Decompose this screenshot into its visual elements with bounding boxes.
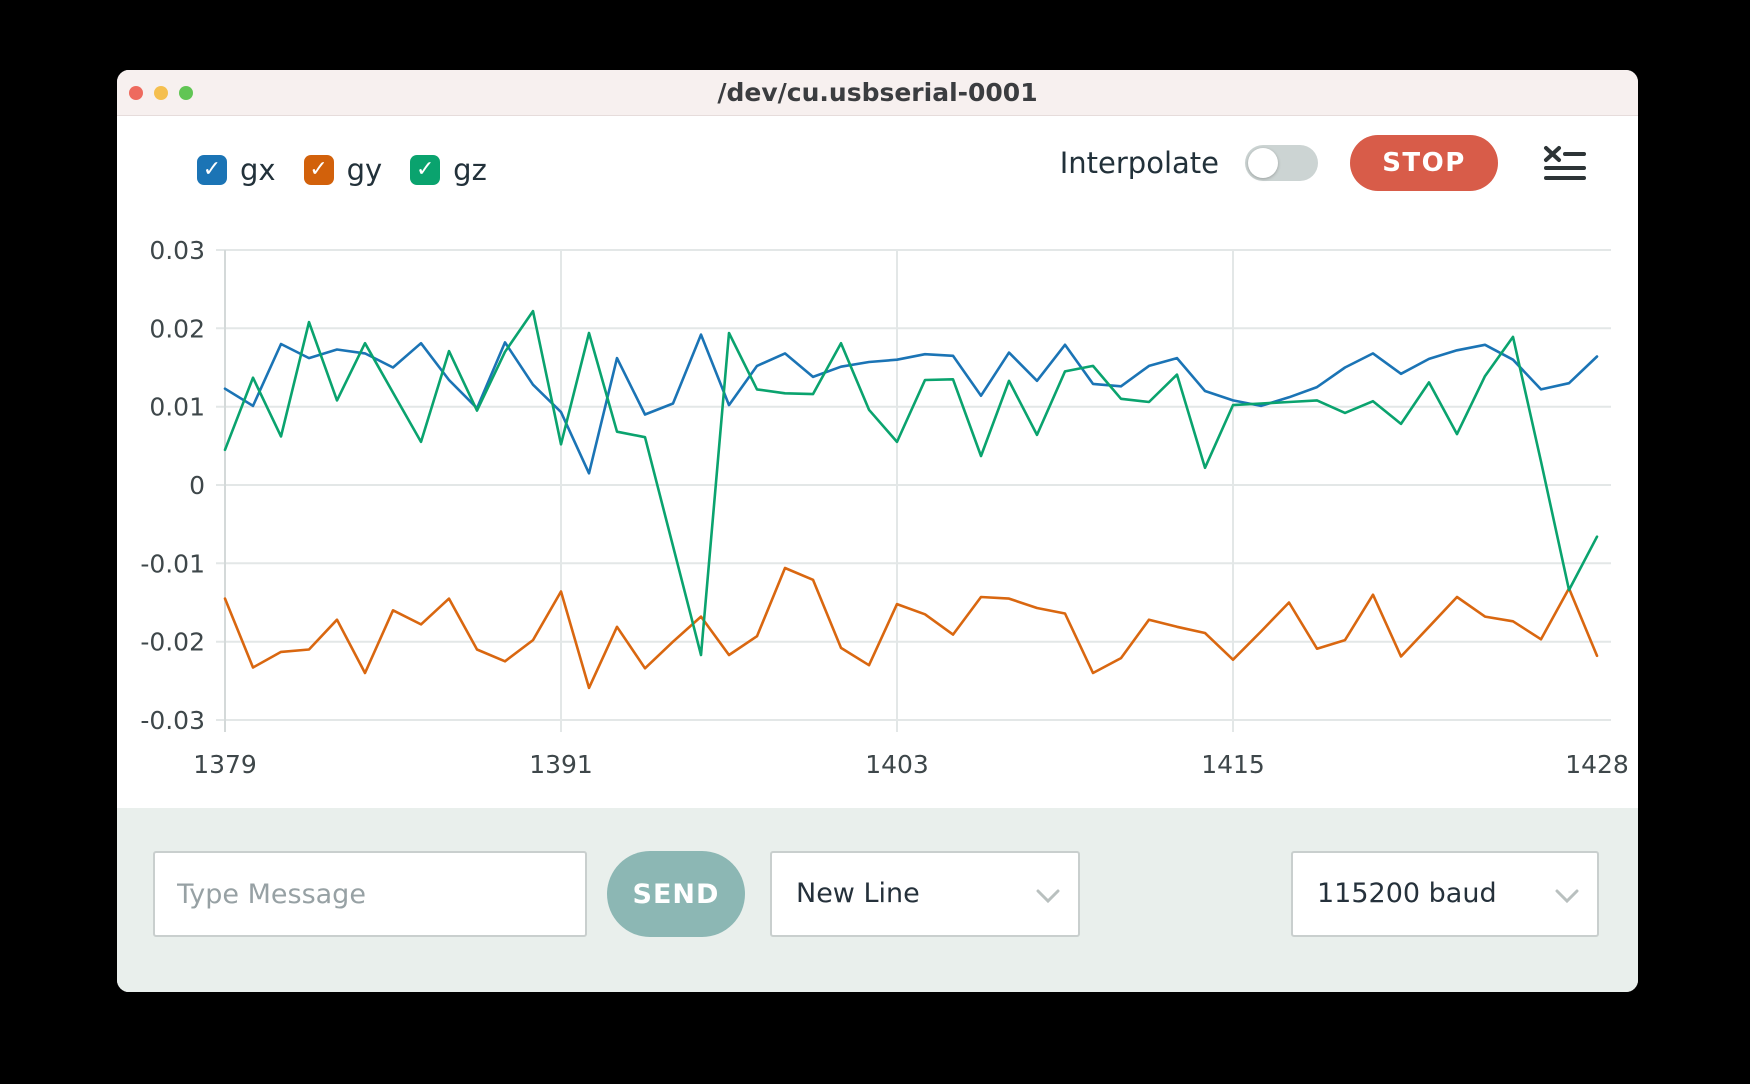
line-ending-select[interactable]: New Line [770,851,1080,937]
x-tick-label: 1428 [1565,750,1629,779]
y-tick-label: 0.03 [149,236,205,265]
clear-list-icon[interactable] [1542,144,1586,182]
y-tick-label: -0.03 [140,706,205,735]
series-gx [223,333,1599,475]
check-icon: ✓ [309,157,328,182]
y-tick-label: 0.02 [149,314,205,343]
stop-button[interactable]: STOP [1350,135,1498,191]
legend-item-gy[interactable]: ✓ gy [303,153,383,187]
toggle-knob [1248,148,1278,178]
footer-bar: SEND New Line 115200 baud [117,808,1638,992]
legend-item-gz[interactable]: ✓ gz [410,153,487,187]
traffic-lights [117,85,193,100]
legend-label-gy: gy [346,153,383,187]
check-icon: ✓ [202,157,222,182]
interpolate-label: Interpolate [1059,146,1219,180]
series-gy [223,566,1599,690]
checkbox-gx[interactable]: ✓ [197,155,227,185]
toolbar: Interpolate STOP [1060,135,1586,191]
baud-rate-value: 115200 baud [1317,878,1497,909]
checkbox-gz[interactable]: ✓ [410,155,441,185]
checkbox-gy[interactable]: ✓ [303,155,334,185]
legend-label-gz: gz [453,153,487,187]
legend-item-gx[interactable]: ✓ gx [197,153,276,187]
check-icon: ✓ [415,157,435,182]
y-tick-label: -0.01 [140,549,205,578]
x-tick-label: 1403 [865,750,929,779]
baud-rate-select[interactable]: 115200 baud [1291,851,1599,937]
send-button[interactable]: SEND [607,851,745,937]
line-ending-value: New Line [796,878,920,909]
titlebar: /dev/cu.usbserial-0001 [117,70,1638,116]
x-tick-label: 1415 [1201,750,1265,779]
serial-plot-chart: 0.03 0.02 0.01 0 -0.01 -0.02 -0.03 1379 1391 1403… [140,236,1629,779]
interpolate-toggle[interactable] [1245,145,1318,181]
y-tick-label: 0 [189,471,205,500]
y-tick-label: -0.02 [140,628,205,657]
series-gz [223,309,1599,657]
window-title: /dev/cu.usbserial-0001 [717,78,1038,107]
chevron-down-icon [1036,889,1060,904]
x-tick-label: 1379 [193,750,257,779]
message-input[interactable] [153,851,587,937]
minimize-button[interactable] [154,85,168,100]
legend: ✓ gx ✓ gy ✓ gz [197,153,487,187]
y-tick-label: 0.01 [149,393,205,422]
zoom-button[interactable] [179,85,193,100]
x-tick-label: 1391 [529,750,593,779]
app-window: /dev/cu.usbserial-0001 ✓ gx ✓ gy ✓ gz [117,70,1638,992]
chevron-down-icon [1555,889,1579,904]
legend-label-gx: gx [240,153,276,187]
close-button[interactable] [129,85,143,100]
